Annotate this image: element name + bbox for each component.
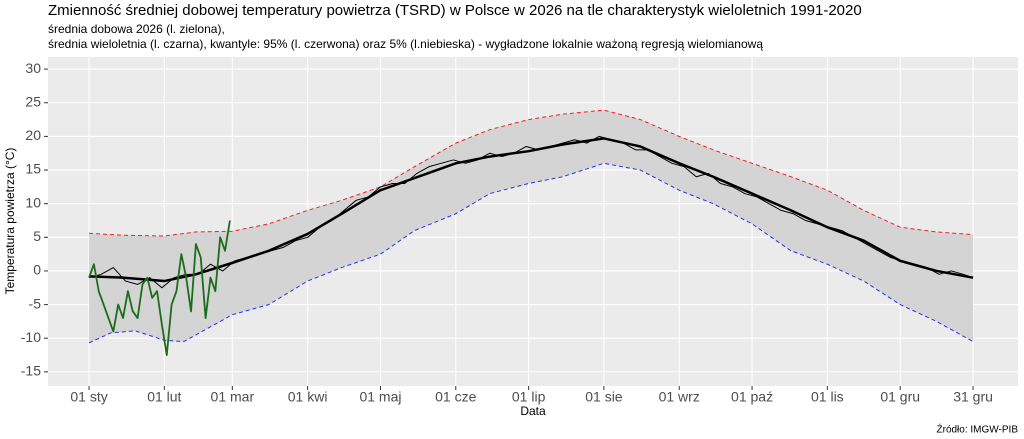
y-tick-label: 30 [25, 60, 41, 76]
y-axis-label: Temperatura powietrza (°C) [3, 148, 17, 295]
y-tick-label: 20 [25, 127, 41, 143]
x-tick-label: 01 mar [211, 389, 255, 405]
y-tick-label: 5 [33, 228, 41, 244]
y-tick-label: 0 [33, 262, 41, 278]
x-tick-label: 01 kwi [288, 389, 328, 405]
series-line [88, 137, 974, 283]
chart-title: Zmienność średniej dobowej temperatury p… [48, 2, 862, 19]
y-tick-label: 10 [25, 194, 41, 210]
series-line [88, 220, 231, 356]
y-tick-label: -5 [29, 295, 42, 311]
x-tick-label: 01 paź [731, 389, 773, 405]
x-tick-label: 01 lis [811, 389, 844, 405]
quantile-band [89, 110, 974, 343]
x-tick-label: 01 cze [435, 389, 476, 405]
chart-subtitle: średnia dobowa 2026 (l. zielona), [48, 22, 225, 36]
y-tick-label: -15 [21, 363, 41, 379]
x-tick-label: 01 maj [359, 389, 401, 405]
y-tick-label: 25 [25, 93, 41, 109]
y-tick-label: -10 [21, 329, 41, 345]
source: Źródło: IMGW-PIB [937, 423, 1019, 436]
series-line [88, 162, 974, 344]
x-tick-label: 01 gru [880, 389, 920, 405]
x-tick-label: 01 sie [585, 389, 623, 405]
x-axis-label: Data [520, 404, 546, 418]
x-tick-label: 01 wrz [659, 389, 700, 405]
y-tick-label: 15 [25, 161, 41, 177]
chart-subtitle: średnia wieloletnia (l. czarna), kwantyl… [48, 37, 763, 51]
x-tick-label: 01 sty [70, 389, 107, 405]
x-tick-label: 31 gru [953, 389, 993, 405]
x-tick-label: 01 lip [512, 389, 546, 405]
plot-area [48, 57, 1018, 386]
x-tick-label: 01 lut [147, 389, 181, 405]
series-line [89, 109, 974, 237]
